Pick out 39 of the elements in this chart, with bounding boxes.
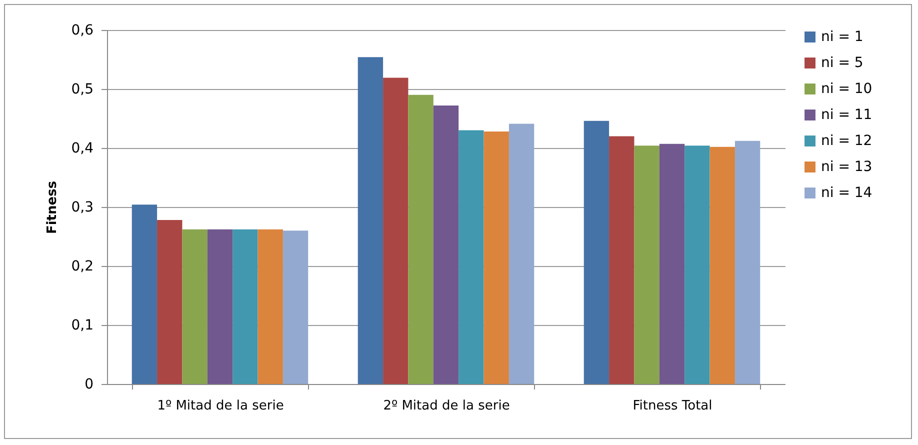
- legend-label: ni = 11: [821, 107, 872, 123]
- bar: [609, 136, 634, 384]
- bar: [433, 106, 459, 384]
- bar: [132, 204, 158, 384]
- bar: [258, 229, 283, 384]
- legend-label: ni = 10: [821, 81, 872, 97]
- bar: [634, 146, 660, 384]
- y-tick-label: 0,6: [71, 22, 94, 38]
- legend-label: ni = 5: [821, 55, 864, 71]
- legend-label: ni = 13: [821, 159, 872, 175]
- x-tick-label: Fitness Total: [632, 398, 712, 414]
- x-tick-label: 2º Mitad de la serie: [383, 398, 510, 414]
- bar: [684, 146, 710, 384]
- bar: [408, 94, 434, 384]
- bar: [358, 57, 384, 384]
- bar: [659, 144, 685, 384]
- bar: [383, 78, 408, 384]
- bar: [734, 140, 760, 384]
- y-tick-label: 0,4: [71, 140, 94, 156]
- bar: [207, 229, 233, 384]
- bar: [157, 220, 182, 384]
- bar: [710, 146, 735, 384]
- bar: [484, 131, 509, 384]
- y-tick-label: 0,2: [71, 258, 94, 274]
- legend-label: ni = 1: [821, 29, 864, 45]
- bar: [182, 229, 208, 384]
- bar: [458, 130, 484, 384]
- bar: [508, 124, 534, 384]
- legend-label: ni = 14: [821, 185, 872, 201]
- bar: [282, 230, 308, 384]
- legend-label: ni = 12: [821, 133, 872, 149]
- y-tick-label: 0,5: [71, 82, 94, 98]
- y-tick-label: 0,3: [71, 200, 94, 216]
- bar: [584, 120, 610, 384]
- y-tick-label: 0,1: [71, 318, 94, 334]
- y-axis-title: Fitness: [45, 180, 60, 234]
- y-tick-label: 0: [84, 376, 94, 392]
- x-tick-label: 1º Mitad de la serie: [157, 398, 284, 414]
- bar: [232, 229, 258, 384]
